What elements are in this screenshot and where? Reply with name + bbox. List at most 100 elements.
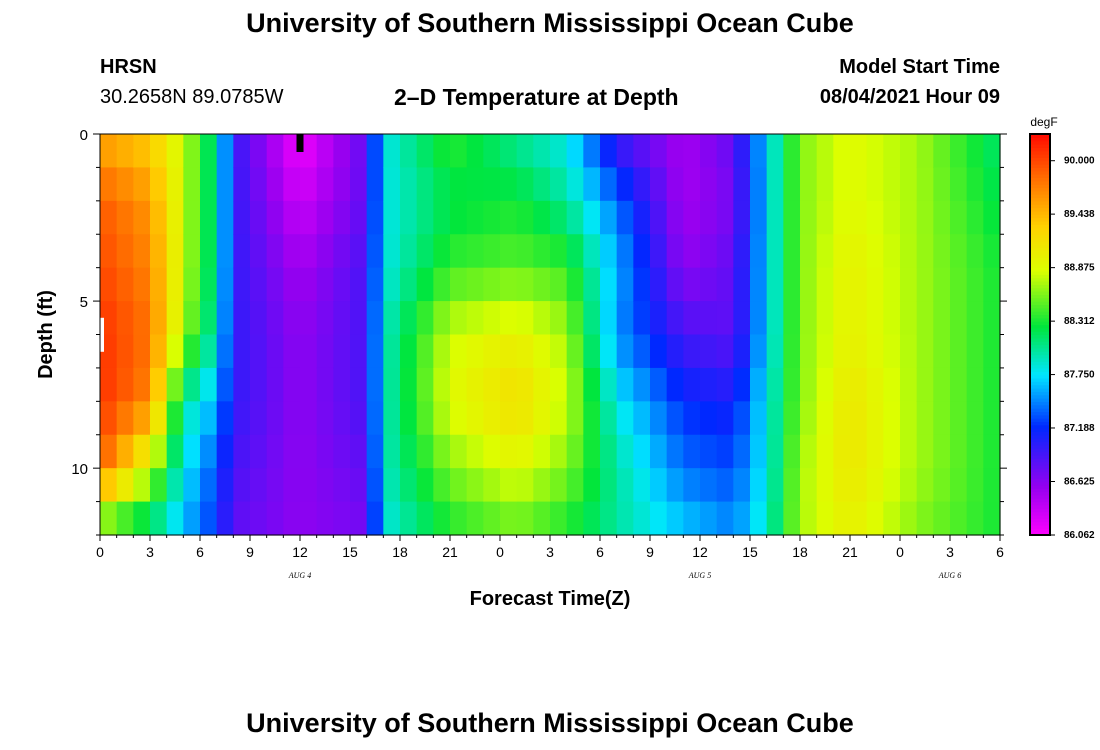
colorbar-swatch	[1030, 347, 1050, 352]
colorbar-swatch	[1030, 361, 1050, 366]
heatmap-cell	[316, 267, 334, 302]
colorbar-swatch	[1030, 244, 1050, 249]
colorbar-swatch	[1030, 277, 1050, 282]
heatmap-cell	[466, 334, 484, 369]
heatmap-cell	[616, 301, 634, 336]
heatmap-cell	[333, 301, 351, 336]
heatmap-cell	[916, 501, 934, 536]
heatmap-cell	[283, 334, 301, 369]
current-time-marker	[100, 134, 304, 352]
heatmap-cell	[516, 334, 534, 369]
colorbar-swatch	[1030, 250, 1050, 255]
colorbar-frame	[1029, 133, 1051, 536]
heatmap-cell	[883, 267, 901, 302]
heatmap-cell	[516, 301, 534, 336]
heatmap-cell	[250, 200, 268, 235]
colorbar-swatch	[1030, 281, 1050, 285]
heatmap-cell	[800, 267, 818, 302]
heatmap-cell	[533, 167, 551, 202]
heatmap-cell	[900, 434, 918, 469]
colorbar-swatch	[1030, 504, 1050, 509]
colorbar-tick-label: 90.000	[1064, 156, 1095, 167]
heatmap-cell	[433, 234, 451, 269]
colorbar-swatch	[1030, 164, 1050, 169]
heatmap-cell	[366, 134, 384, 169]
heatmap-cell	[183, 434, 201, 469]
heatmap-cell	[166, 334, 184, 369]
heatmap-cell	[116, 200, 134, 235]
heatmap-cell	[100, 234, 118, 269]
heatmap-cell	[333, 434, 351, 469]
heatmap-cell	[533, 134, 551, 169]
date-label: AUG 4	[288, 571, 311, 580]
heatmap-cell	[500, 367, 518, 402]
heatmap-cell	[583, 134, 601, 169]
heatmap-cell	[683, 234, 701, 269]
heatmap-cell	[883, 501, 901, 536]
heatmap-cell	[200, 167, 218, 202]
x-tick-label: 0	[896, 544, 904, 560]
heatmap-cell	[866, 367, 884, 402]
heatmap-cell	[600, 267, 618, 302]
heatmap-cell	[466, 200, 484, 235]
heatmap-cell	[966, 200, 984, 235]
heatmap-cell	[466, 367, 484, 402]
heatmap-cell	[666, 134, 684, 169]
colorbar-swatch	[1030, 264, 1050, 269]
station-id: HRSN	[100, 56, 157, 78]
heatmap-cell	[900, 301, 918, 336]
heatmap-cell	[133, 267, 151, 302]
heatmap-cell	[166, 501, 184, 536]
heatmap-cell	[800, 434, 818, 469]
heatmap-cell	[683, 334, 701, 369]
heatmap-cell	[833, 334, 851, 369]
heatmap-cell	[250, 401, 268, 436]
heatmap-cell	[416, 334, 434, 369]
footer-title: University of Southern Mississippi Ocean…	[246, 708, 854, 738]
heatmap-cell	[283, 134, 301, 169]
heatmap-cell	[333, 200, 351, 235]
heatmap-cell	[433, 367, 451, 402]
colorbar-swatch	[1030, 387, 1050, 392]
heatmap-cell	[450, 401, 468, 436]
heatmap-cell	[700, 200, 718, 235]
heatmap-cell	[500, 468, 518, 503]
heatmap-cell	[950, 267, 968, 302]
heatmap-cell	[183, 334, 201, 369]
heatmap-cell	[450, 367, 468, 402]
colorbar-swatch	[1030, 187, 1050, 192]
heatmap-cell	[883, 200, 901, 235]
colorbar-swatch	[1030, 448, 1050, 453]
heatmap-cell	[983, 267, 1001, 302]
heatmap-cell	[866, 167, 884, 202]
heatmap-cell	[900, 200, 918, 235]
heatmap-cell	[466, 167, 484, 202]
heatmap-cell	[833, 234, 851, 269]
heatmap-cell	[666, 401, 684, 436]
heatmap-cell	[500, 267, 518, 302]
heatmap-cell	[850, 134, 868, 169]
heatmap-cell	[216, 267, 234, 302]
heatmap-cell	[166, 267, 184, 302]
colorbar-tick-label: 86.062	[1064, 530, 1095, 541]
colorbar-swatch	[1030, 374, 1050, 379]
heatmap-cell	[950, 134, 968, 169]
heatmap-cell	[766, 134, 784, 169]
heatmap-cell	[866, 401, 884, 436]
colorbar-swatch	[1030, 357, 1050, 362]
colorbar-swatch	[1030, 501, 1050, 506]
heatmap-cell	[966, 401, 984, 436]
heatmap-cell	[500, 234, 518, 269]
heatmap-cell	[916, 267, 934, 302]
colorbar-swatch	[1030, 257, 1050, 262]
colorbar-swatch	[1030, 381, 1050, 386]
heatmap-cell	[366, 301, 384, 336]
heatmap-cell	[383, 200, 401, 235]
heatmap-cell	[666, 367, 684, 402]
heatmap-cell	[383, 468, 401, 503]
heatmap-cell	[116, 301, 134, 336]
colorbar-swatch	[1030, 434, 1050, 439]
heatmap-cell	[100, 468, 118, 503]
heatmap-cell	[783, 134, 801, 169]
heatmap-cell	[400, 234, 418, 269]
